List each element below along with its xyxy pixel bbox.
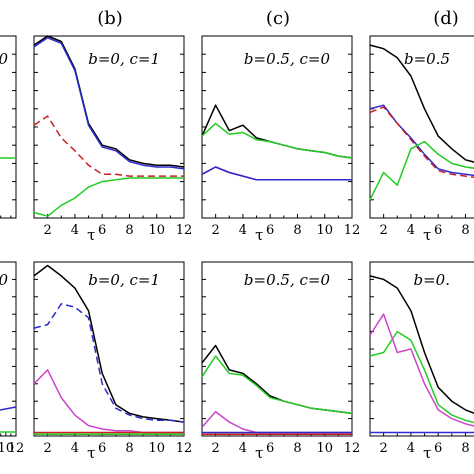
- x-tick-label: 10: [316, 441, 333, 456]
- series-line-0: [33, 35, 185, 168]
- x-tick-label: 12: [176, 223, 193, 238]
- x-axis-label: τ: [255, 444, 263, 462]
- panel-annotation: b=0, c=1: [88, 50, 160, 68]
- x-tick-label: 12: [176, 441, 193, 456]
- x-tick-label: 2: [43, 441, 51, 456]
- x-tick-label: 8: [461, 441, 469, 456]
- series-line-1: [201, 355, 353, 415]
- x-tick-label: 2: [379, 441, 387, 456]
- x-tick-label: 2: [379, 223, 387, 238]
- series-line-2: [33, 115, 184, 177]
- x-axis-label: τ: [87, 444, 95, 462]
- x-tick-label: 6: [434, 441, 442, 456]
- x-axis-label: τ: [423, 226, 431, 244]
- series-line-2: [369, 106, 474, 179]
- series-line-1: [369, 104, 474, 177]
- x-tick-label: 6: [98, 223, 106, 238]
- panel-bottom-7: 2 4 6 8 τ b=0.: [369, 261, 474, 462]
- panel-annotation: 0: [0, 271, 8, 289]
- series-line-0: [201, 344, 353, 415]
- x-tick-label: 6: [266, 441, 274, 456]
- x-tick-label: 4: [407, 223, 415, 238]
- x-tick-label: 2: [211, 223, 219, 238]
- x-tick-label: 10: [0, 441, 14, 456]
- series-line-1: [33, 37, 185, 170]
- x-tick-label: 12: [344, 441, 361, 456]
- panel-title: (c): [266, 8, 290, 29]
- x-tick-label: 4: [239, 441, 247, 456]
- series-line-2: [201, 410, 352, 434]
- panel-title: (d): [433, 8, 459, 29]
- x-tick-label: 2: [211, 441, 219, 456]
- x-tick-label: 10: [148, 223, 165, 238]
- series-line-0: [369, 275, 474, 414]
- panel-title: (b): [97, 8, 123, 29]
- panel-top-2: 2 4 6 8 10 12 τ (c) b=0.5, c=0: [201, 8, 361, 244]
- x-tick-label: 6: [98, 441, 106, 456]
- x-tick-label: 8: [461, 223, 469, 238]
- x-tick-label: 4: [71, 441, 79, 456]
- series-line-3: [33, 177, 184, 217]
- left-partial-bottom-lines: [0, 406, 17, 433]
- series-line-1: [201, 122, 353, 159]
- series-line-2: [33, 369, 184, 434]
- series-line-2: [201, 166, 352, 181]
- x-tick-label: 4: [71, 223, 79, 238]
- x-tick-label: 12: [344, 223, 361, 238]
- series-line-1: [33, 303, 185, 423]
- x-tick-label: 12: [8, 441, 25, 456]
- x-tick-label: 8: [293, 223, 301, 238]
- series-line-1: [369, 330, 474, 424]
- panel-x-0: 0: [0, 35, 17, 219]
- series-line-3: [201, 166, 352, 181]
- panel-top-3: 2 4 6 8 τ (d) b=0.5: [369, 8, 474, 244]
- x-tick-label: 8: [125, 223, 133, 238]
- panel-annotation: b=0.5: [404, 50, 450, 68]
- x-tick-label: 4: [239, 223, 247, 238]
- panel-top-1: 2 4 6 8 10 12 τ (b) b=0, c=1: [33, 8, 193, 244]
- series-line-0: [369, 44, 474, 163]
- panel-annotation: b=0.5, c=0: [244, 271, 331, 289]
- panel-annotation: b=0.5, c=0: [244, 50, 331, 68]
- x-tick-label: 10: [316, 223, 333, 238]
- x-axis-label: τ: [87, 226, 95, 244]
- panel-bottom-6: 2 4 6 8 10 12 τ b=0.5, c=0: [201, 261, 361, 462]
- x-tick-label: 8: [293, 441, 301, 456]
- x-tick-label: 4: [407, 441, 415, 456]
- x-axis-label: τ: [423, 444, 431, 462]
- series-line-3: [369, 140, 474, 201]
- x-tick-label: 6: [434, 223, 442, 238]
- x-tick-label: 2: [43, 223, 51, 238]
- panel-bottom-5: 2 4 6 8 10 12 τ b=0, c=1: [33, 261, 193, 462]
- x-tick-label: 8: [125, 441, 133, 456]
- x-axis-label: τ: [255, 226, 263, 244]
- series-line-0: [201, 104, 353, 159]
- series-line-2: [369, 313, 474, 427]
- series-line-0: [33, 264, 185, 423]
- x-tick-label: 6: [266, 223, 274, 238]
- panel-annotation: b=0, c=1: [88, 271, 160, 289]
- x-tick-label: 10: [148, 441, 165, 456]
- panel-annotation: b=0.: [414, 271, 450, 289]
- panel-annotation: 0: [0, 50, 8, 68]
- series-line-stub: [0, 406, 17, 411]
